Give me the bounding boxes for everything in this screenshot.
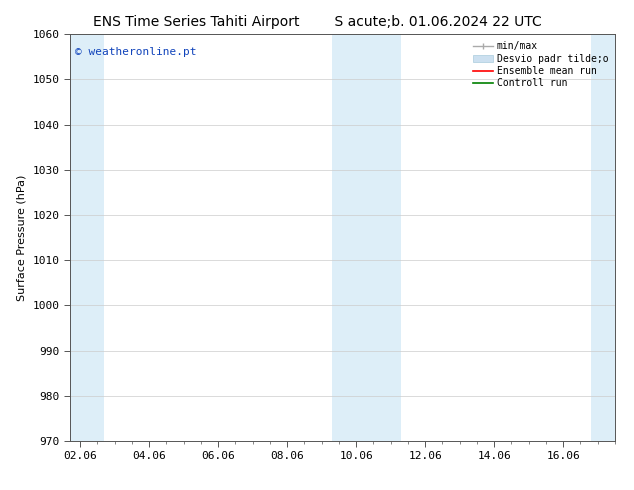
Text: © weatheronline.pt: © weatheronline.pt: [75, 47, 197, 56]
Text: ENS Time Series Tahiti Airport        S acute;b. 01.06.2024 22 UTC: ENS Time Series Tahiti Airport S acute;b…: [93, 15, 541, 29]
Y-axis label: Surface Pressure (hPa): Surface Pressure (hPa): [16, 174, 27, 301]
Bar: [70, 34, 104, 441]
Bar: [332, 34, 401, 441]
Bar: [591, 34, 615, 441]
Legend: min/max, Desvio padr tilde;o, Ensemble mean run, Controll run: min/max, Desvio padr tilde;o, Ensemble m…: [471, 39, 610, 90]
